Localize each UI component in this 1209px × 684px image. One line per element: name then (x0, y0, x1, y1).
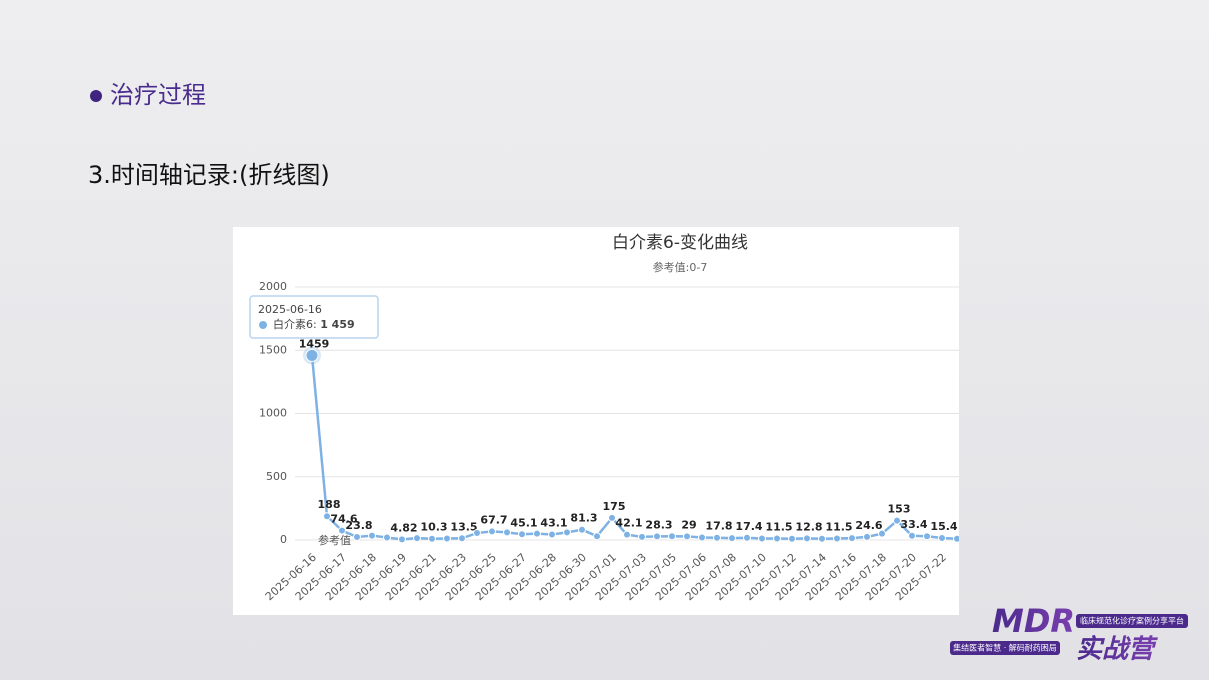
data-label: 81.3 (570, 512, 597, 525)
logo-brand: MDR (992, 602, 1075, 640)
data-point (488, 527, 496, 536)
data-point (818, 534, 826, 543)
data-point (353, 532, 361, 541)
data-point (623, 530, 631, 539)
logo-tag (1076, 614, 1188, 628)
data-label: 17.4 (735, 520, 762, 533)
chart-panel (233, 227, 959, 615)
y-tick-label: 1000 (259, 407, 287, 420)
data-label: 11.5 (825, 521, 852, 534)
data-point (428, 534, 436, 543)
reference-label: 参考值 (318, 533, 351, 547)
data-point (698, 533, 706, 542)
data-point (563, 528, 571, 537)
data-label: 23.8 (345, 519, 372, 532)
data-label: 15.4 (930, 520, 957, 533)
data-point (518, 530, 526, 539)
tooltip-value: 1 459 (320, 318, 354, 331)
bullet (90, 90, 102, 102)
data-label: 4.82 (390, 521, 417, 534)
data-point (833, 534, 841, 543)
data-label: 10.3 (420, 521, 447, 534)
data-label: 1459 (299, 337, 330, 350)
data-point (938, 534, 946, 543)
data-label: 24.6 (855, 519, 882, 532)
data-label: 29 (681, 518, 696, 531)
data-point (398, 535, 406, 544)
data-label: 175 (603, 500, 626, 513)
data-point (638, 532, 646, 541)
data-point (305, 348, 319, 362)
logo: MDR 临床规范化诊疗案例分享平台 实战营 集结医者智慧 · 解码耐药困局 (950, 602, 1188, 665)
data-point (863, 532, 871, 541)
data-label: 17.8 (705, 520, 732, 533)
data-label: 43.1 (540, 517, 567, 530)
data-point (848, 534, 856, 543)
data-point (713, 533, 721, 542)
y-tick-label: 500 (266, 470, 287, 483)
data-point (323, 512, 331, 521)
data-point (923, 532, 931, 541)
data-point (338, 526, 346, 535)
logo-platform: 临床规范化诊疗案例分享平台 (1080, 616, 1184, 626)
tooltip-marker (259, 321, 267, 329)
data-point (383, 533, 391, 542)
tooltip-series: 白介素6 (273, 317, 313, 331)
y-tick-label: 1500 (259, 343, 287, 356)
logo-tag (950, 641, 1060, 655)
data-point (368, 531, 376, 540)
data-label: 67.7 (480, 513, 507, 526)
data-point (593, 532, 601, 541)
logo-camp: 实战营 (1076, 635, 1158, 665)
data-label: 74.6 (330, 513, 357, 526)
heading: 治疗过程 (110, 81, 206, 109)
data-point (413, 534, 421, 543)
data-point (788, 534, 796, 543)
y-tick-label: 2000 (259, 280, 287, 293)
data-point (443, 534, 451, 543)
data-point (878, 529, 886, 538)
data-point (548, 530, 556, 539)
data-label: 45.1 (510, 516, 537, 529)
logo-slogan: 集结医者智慧 · 解码耐药困局 (953, 643, 1057, 653)
data-point (908, 531, 916, 540)
data-point (683, 532, 691, 541)
data-point (953, 534, 959, 543)
data-point (503, 528, 511, 537)
data-label: 188 (318, 498, 341, 511)
data-label: 28.3 (645, 518, 672, 531)
data-point (653, 532, 661, 541)
tooltip-box (249, 295, 379, 339)
tooltip-sep: : (313, 318, 320, 331)
data-point (533, 529, 541, 538)
data-label: 12.8 (795, 520, 822, 533)
chart-subtitle: 参考值:0-7 (653, 260, 708, 274)
tooltip-text: 白介素6: 1 459 (273, 317, 355, 331)
data-point (473, 529, 481, 538)
data-point (458, 534, 466, 543)
data-label: 13.5 (450, 520, 477, 533)
data-label: 11.5 (765, 521, 792, 534)
data-label: 153 (888, 503, 911, 516)
data-point (578, 525, 586, 534)
data-point (803, 534, 811, 543)
tooltip-date: 2025-06-16 (258, 303, 322, 316)
chart-title: 白介素6-变化曲线 (612, 233, 748, 253)
data-point (893, 516, 901, 525)
data-point (608, 513, 616, 522)
data-label: 33.4 (900, 518, 927, 531)
data-point (668, 532, 676, 541)
data-point (773, 534, 781, 543)
data-point (758, 534, 766, 543)
data-point (743, 533, 751, 542)
data-label: 42.1 (615, 517, 642, 530)
subheading: 3.时间轴记录:(折线图) (88, 161, 330, 189)
y-tick-label: 0 (280, 533, 287, 546)
data-point (728, 534, 736, 543)
